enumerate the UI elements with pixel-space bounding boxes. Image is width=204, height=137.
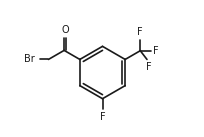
Text: F: F: [137, 27, 142, 37]
Text: F: F: [99, 112, 105, 122]
Text: Br: Br: [24, 54, 35, 64]
Text: F: F: [153, 46, 158, 56]
Text: F: F: [145, 62, 150, 72]
Text: O: O: [61, 25, 68, 35]
